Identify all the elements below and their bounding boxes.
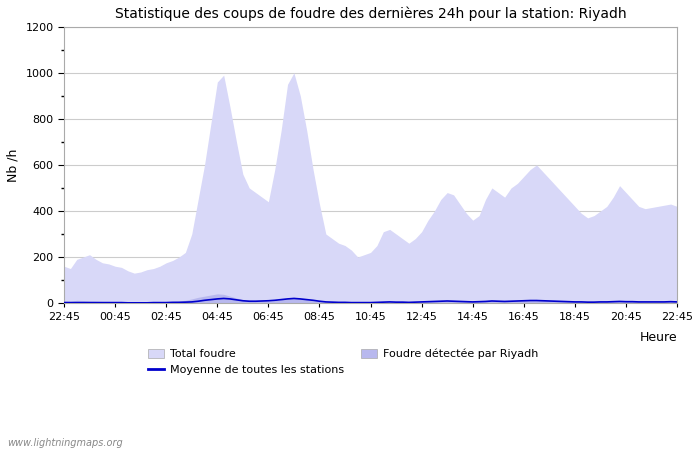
Text: Heure: Heure: [639, 331, 677, 344]
Legend: Total foudre, Moyenne de toutes les stations, Foudre détectée par Riyadh: Total foudre, Moyenne de toutes les stat…: [144, 345, 542, 380]
Text: www.lightningmaps.org: www.lightningmaps.org: [7, 438, 122, 448]
Y-axis label: Nb /h: Nb /h: [7, 148, 20, 182]
Title: Statistique des coups de foudre des dernières 24h pour la station: Riyadh: Statistique des coups de foudre des dern…: [115, 7, 626, 22]
